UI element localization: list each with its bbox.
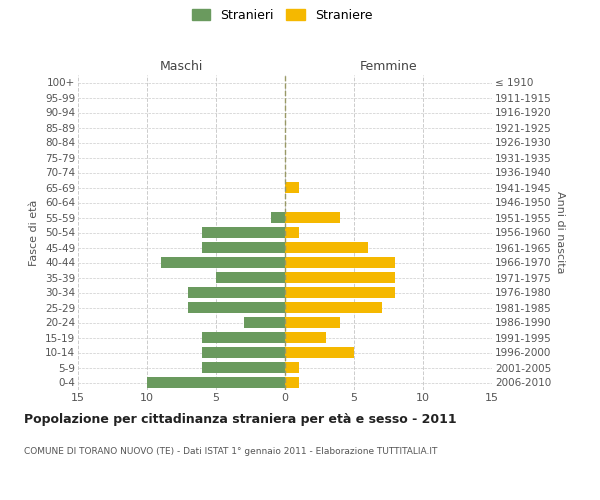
Bar [285,212,340,223]
Bar [285,227,299,238]
Bar [188,302,285,313]
Bar [285,347,354,358]
Bar [285,242,368,253]
Bar [202,362,285,373]
Bar [285,332,326,343]
Text: COMUNE DI TORANO NUOVO (TE) - Dati ISTAT 1° gennaio 2011 - Elaborazione TUTTITAL: COMUNE DI TORANO NUOVO (TE) - Dati ISTAT… [24,448,437,456]
Bar [285,287,395,298]
Bar [202,242,285,253]
Text: Femmine: Femmine [359,60,418,72]
Bar [285,317,340,328]
Text: Popolazione per cittadinanza straniera per età e sesso - 2011: Popolazione per cittadinanza straniera p… [24,412,457,426]
Y-axis label: Fasce di età: Fasce di età [29,200,40,266]
Bar [285,377,299,388]
Bar [285,272,395,283]
Bar [147,377,285,388]
Text: Maschi: Maschi [160,60,203,72]
Bar [285,182,299,193]
Bar [285,302,382,313]
Bar [202,347,285,358]
Bar [188,287,285,298]
Bar [161,257,285,268]
Y-axis label: Anni di nascita: Anni di nascita [556,191,565,274]
Bar [216,272,285,283]
Bar [285,362,299,373]
Bar [202,227,285,238]
Legend: Stranieri, Straniere: Stranieri, Straniere [191,8,373,22]
Bar [202,332,285,343]
Bar [285,257,395,268]
Bar [244,317,285,328]
Bar [271,212,285,223]
